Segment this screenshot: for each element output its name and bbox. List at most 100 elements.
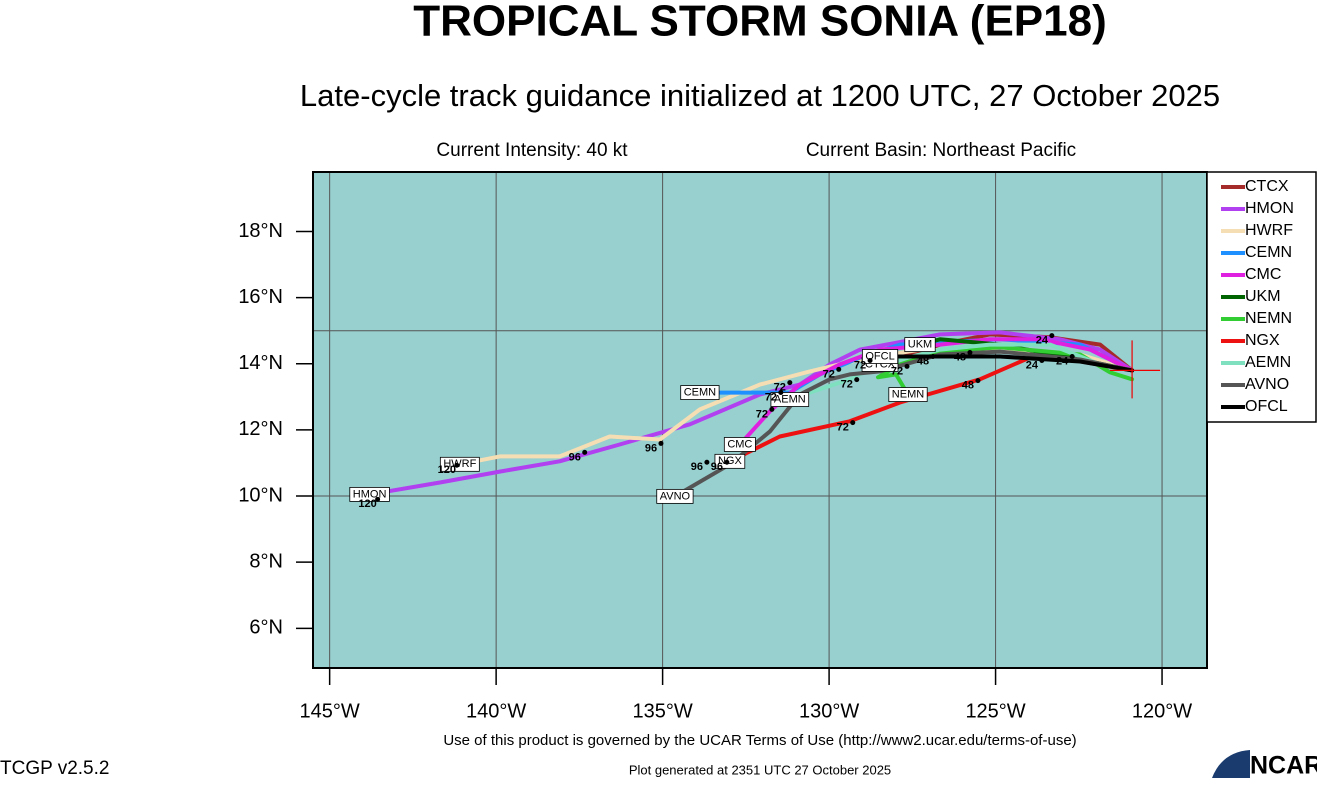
track-label: OFCL bbox=[861, 349, 899, 364]
chart-subtitle: Late-cycle track guidance initialized at… bbox=[300, 78, 1220, 113]
forecast-hour: 72 bbox=[837, 422, 849, 434]
forecast-hour: 48 bbox=[962, 380, 974, 392]
y-tick-label: 12°N bbox=[238, 418, 283, 440]
track-label-text: CEMN bbox=[684, 386, 716, 398]
x-tick-label: 145°W bbox=[300, 700, 360, 722]
forecast-dot bbox=[658, 440, 664, 446]
track-label-box bbox=[723, 437, 756, 452]
track-label: HWRF bbox=[439, 456, 480, 472]
version: TCGP v2.5.2 bbox=[0, 758, 109, 779]
forecast-hour: 96 bbox=[569, 451, 581, 463]
track bbox=[878, 354, 1135, 373]
forecast-hour: 72 bbox=[841, 379, 853, 391]
y-tick-label: 16°N bbox=[238, 286, 283, 308]
forecast-hour: 96 bbox=[691, 461, 703, 473]
track-label-box bbox=[680, 385, 720, 400]
legend-label: CEMN bbox=[1245, 244, 1292, 261]
legend: CTCX HMON HWRF CEMN CMC UKM NEMN NGX AEMN AVNO OFC… bbox=[1206, 171, 1317, 423]
forecast-dot bbox=[930, 353, 936, 359]
forecast-hour: 96 bbox=[645, 442, 657, 454]
forecast-hour: 72 bbox=[891, 365, 903, 377]
x-tick-label: 140°W bbox=[466, 700, 526, 722]
forecast-dot bbox=[1039, 357, 1045, 363]
forecast-hour: 24 bbox=[1056, 355, 1069, 367]
intensity: Current Intensity: 40 kt bbox=[436, 140, 628, 161]
legend-label: AEMN bbox=[1245, 354, 1291, 371]
y-tick-label: 8°N bbox=[249, 550, 283, 572]
track-label: CMC bbox=[723, 437, 756, 452]
x-tick-label: 120°W bbox=[1132, 700, 1192, 722]
y-tick-label: 18°N bbox=[238, 220, 283, 242]
track-label: NGX bbox=[714, 453, 746, 469]
legend-label: UKM bbox=[1245, 288, 1281, 305]
footer: Use of this product is governed by the U… bbox=[443, 732, 1076, 749]
legend-label: HMON bbox=[1245, 200, 1294, 217]
forecast-dot bbox=[769, 406, 775, 412]
track-label-box bbox=[904, 337, 936, 353]
track-label-text: AVNO bbox=[660, 490, 691, 502]
track-label-box bbox=[439, 456, 480, 472]
track-label-text: AEMN bbox=[774, 393, 806, 405]
generated: Plot generated at 2351 UTC 27 October 20… bbox=[629, 762, 891, 777]
track-label-box bbox=[770, 392, 810, 407]
y-tick-label: 10°N bbox=[238, 484, 283, 506]
forecast-hour: 120 bbox=[358, 498, 376, 510]
legend-label: CMC bbox=[1245, 266, 1281, 283]
track-label-text: NGX bbox=[718, 455, 743, 467]
track-label-text: NEMN bbox=[892, 388, 924, 400]
track-label: AVNO bbox=[656, 488, 694, 504]
forecast-dot bbox=[967, 350, 973, 356]
forecast-hour: 48 bbox=[954, 351, 966, 363]
track-label-text: CMC bbox=[727, 438, 752, 450]
forecast-dot bbox=[375, 496, 381, 502]
legend-label: HWRF bbox=[1245, 222, 1293, 239]
track-label: NEMN bbox=[888, 387, 928, 402]
logo-mark bbox=[1212, 750, 1250, 778]
forecast-dot bbox=[904, 363, 910, 369]
forecast-dot bbox=[1069, 353, 1075, 359]
track-label-text: OFCL bbox=[865, 350, 894, 362]
forecast-dot bbox=[454, 462, 460, 468]
y-tick-label: 6°N bbox=[249, 617, 283, 639]
legend-label: OFCL bbox=[1245, 398, 1288, 415]
grid bbox=[313, 172, 1207, 668]
track-label: UKM bbox=[904, 337, 936, 353]
track-label-box bbox=[888, 387, 928, 402]
forecast-dot bbox=[724, 459, 730, 465]
legend-label: NEMN bbox=[1245, 310, 1292, 327]
forecast-dot bbox=[778, 390, 784, 396]
track-label-text: UKM bbox=[908, 339, 932, 351]
basin: Current Basin: Northeast Pacific bbox=[806, 140, 1076, 161]
chart-title: TROPICAL STORM SONIA (EP18) bbox=[413, 0, 1107, 46]
forecast-dot bbox=[836, 366, 842, 372]
x-tick-label: 125°W bbox=[965, 700, 1025, 722]
forecast-hour: 48 bbox=[917, 355, 929, 367]
forecast-hour: 24 bbox=[1036, 335, 1049, 347]
legend-label: AVNO bbox=[1245, 376, 1289, 393]
forecast-hour: 120 bbox=[438, 464, 456, 476]
forecast-dot bbox=[1049, 333, 1055, 339]
track-label-box bbox=[714, 453, 746, 469]
forecast-dot bbox=[854, 377, 860, 383]
forecast-dot bbox=[850, 420, 856, 426]
y-tick-label: 14°N bbox=[238, 352, 283, 374]
legend-label: NGX bbox=[1245, 332, 1280, 349]
forecast-hour: 72 bbox=[774, 382, 786, 394]
forecast-hour: 72 bbox=[765, 391, 777, 403]
forecast-hour: 72 bbox=[756, 408, 768, 420]
track-label-text: HWRF bbox=[443, 458, 476, 470]
track-label-box bbox=[656, 488, 694, 504]
forecast-dot bbox=[867, 357, 873, 363]
forecast-dot bbox=[582, 449, 588, 455]
track bbox=[672, 349, 1135, 499]
track-label: AEMN bbox=[770, 392, 810, 407]
forecast-dot bbox=[975, 378, 981, 384]
forecast-hour: 72 bbox=[823, 368, 835, 380]
logo: NCAR bbox=[1250, 752, 1317, 780]
forecast-dot bbox=[704, 459, 710, 465]
forecast-hour: 24 bbox=[1026, 359, 1039, 371]
x-tick-label: 135°W bbox=[632, 700, 692, 722]
forecast-hour: 72 bbox=[854, 359, 866, 371]
